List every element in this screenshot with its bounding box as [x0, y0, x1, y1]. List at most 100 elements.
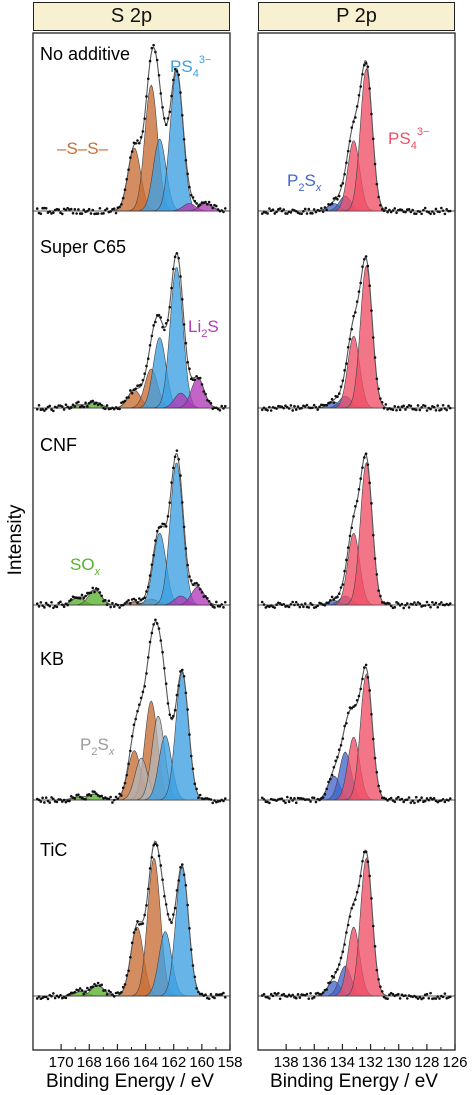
p2p-data-point	[370, 112, 373, 116]
p2p-data-point	[359, 874, 363, 878]
p2p-data-point	[445, 408, 448, 412]
p2p-data-point	[440, 408, 443, 411]
p2p-data-point	[355, 105, 359, 108]
p2p-x-tick-label: 136	[302, 1054, 327, 1071]
s2p-data-point	[48, 604, 52, 608]
p2p-data-point	[328, 981, 332, 984]
s2p-data-point	[43, 801, 46, 804]
p2p-x-tick-label: 128	[414, 1054, 439, 1071]
s2p-data-point	[121, 603, 125, 607]
s2p-data-point	[200, 992, 204, 996]
s2p-data-point	[136, 709, 139, 713]
s2p-data-point	[170, 921, 173, 924]
s2p-data-point	[184, 341, 188, 345]
p2p-data-point	[364, 61, 368, 65]
s2p-data-point	[87, 207, 91, 211]
p2p-x-tick-label: 134	[330, 1054, 355, 1071]
s2p-data-point	[44, 995, 48, 999]
s2p-data-point	[123, 983, 127, 986]
p2p-data-point	[386, 210, 389, 214]
s2p-data-point	[111, 993, 114, 996]
s2p-data-point	[159, 864, 163, 867]
p2p-data-point	[443, 212, 447, 216]
s2p-data-point	[193, 199, 197, 203]
p2p-data-point	[411, 208, 414, 212]
p2p-data-point	[418, 602, 422, 605]
s2p-envelope-fit	[33, 453, 230, 606]
p2p-data-point	[432, 212, 436, 215]
s2p-data-point	[218, 605, 222, 608]
s2p-data-point	[157, 627, 161, 630]
p2p-data-point	[409, 404, 413, 408]
s2p-data-point	[179, 91, 182, 94]
p2p-data-point	[352, 903, 355, 906]
s2p-data-point	[155, 844, 159, 847]
s2p-data-point	[109, 210, 112, 213]
p2p-data-point	[422, 208, 425, 212]
s2p-data-point	[73, 207, 77, 211]
p2p-data-point	[275, 407, 278, 410]
p2p-data-point	[321, 991, 325, 994]
s2p-data-point	[95, 792, 98, 795]
s2p-plot: 170 168 166 164 162 160 158	[32, 32, 243, 1071]
s2p-data-point	[105, 603, 109, 607]
s2p-data-point	[96, 588, 100, 591]
p2p-data-point	[341, 950, 345, 953]
p2p-data-point	[447, 799, 450, 802]
annotation-sox: SOx	[70, 555, 101, 578]
s2p-data-point	[118, 205, 121, 209]
p2p-data-point	[357, 694, 361, 698]
p2p-data-point	[282, 208, 286, 211]
s2p-data-point	[173, 255, 177, 259]
p2p-data-point	[332, 766, 336, 769]
p2p-data-point	[368, 689, 371, 692]
s2p-data-point	[100, 404, 103, 407]
s2p-data-point	[173, 455, 177, 459]
s2p-data-point	[138, 141, 141, 145]
s2p-data-point	[179, 670, 182, 673]
p2p-data-point	[441, 403, 445, 407]
s2p-data-point	[211, 206, 215, 210]
s2p-data-point	[78, 987, 82, 990]
p2p-data-point	[363, 257, 366, 261]
s2p-data-point	[182, 525, 186, 529]
s2p-panel-header: S 2p	[33, 2, 230, 31]
p2p-data-point	[404, 994, 407, 997]
s2p-data-point	[223, 600, 227, 604]
p2p-data-point	[352, 705, 355, 709]
s2p-data-point	[78, 597, 82, 600]
p2p-data-point	[348, 534, 352, 538]
s2p-data-point	[209, 992, 213, 996]
s2p-data-point	[152, 844, 155, 847]
p2p-data-point	[389, 210, 393, 214]
p2p-data-point	[361, 859, 364, 863]
s2p-data-point	[121, 196, 125, 200]
s2p-data-point	[109, 991, 112, 994]
p2p-data-point	[294, 408, 298, 411]
p2p-data-point	[260, 994, 264, 997]
s2p-data-point	[206, 597, 209, 600]
p2p-data-point	[371, 533, 375, 537]
s2p-data-point	[215, 600, 218, 604]
s2p-data-point	[48, 210, 52, 213]
p2p-data-point	[311, 212, 314, 215]
s2p-data-point	[129, 602, 132, 605]
p2p-data-point	[330, 773, 334, 777]
s2p-data-point	[112, 798, 116, 802]
s2p-data-point	[204, 594, 207, 598]
s2p-data-point	[163, 522, 166, 526]
p2p-data-point	[377, 784, 380, 788]
p2p-data-point	[350, 706, 354, 710]
s2p-data-point	[173, 906, 177, 910]
p2p-data-point	[391, 799, 395, 802]
p2p-data-point	[293, 797, 296, 800]
p2p-data-point	[354, 704, 357, 707]
sample-label-super-c65: Super C65	[40, 237, 126, 257]
p2p-data-point	[318, 209, 321, 213]
s2p-data-point	[143, 685, 146, 688]
p2p-data-point	[377, 589, 380, 592]
s2p-data-point	[148, 344, 152, 347]
p2p-row-4	[258, 849, 455, 1001]
p2p-data-point	[393, 207, 397, 210]
p2p-data-point	[440, 206, 443, 210]
